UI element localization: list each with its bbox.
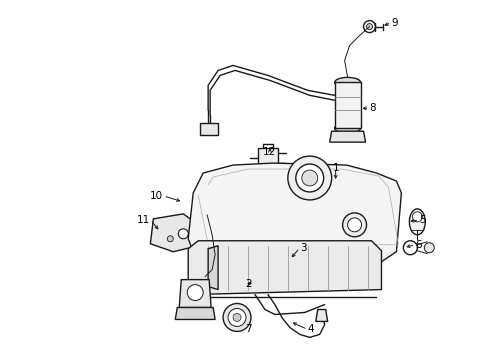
Text: 7: 7 [245,324,251,334]
Text: 2: 2 [245,279,252,289]
Polygon shape [150,214,200,252]
Polygon shape [316,310,328,321]
Text: 12: 12 [263,147,276,157]
Circle shape [364,21,375,32]
Text: 6: 6 [416,240,422,250]
Polygon shape [188,241,382,294]
Circle shape [228,309,246,327]
Text: 5: 5 [419,215,426,225]
Text: 9: 9 [392,18,398,28]
Ellipse shape [413,212,422,222]
Circle shape [347,218,362,232]
Circle shape [302,170,318,186]
Circle shape [167,236,173,242]
Circle shape [403,241,417,255]
Text: 10: 10 [150,191,163,201]
Circle shape [233,314,241,321]
Ellipse shape [335,77,361,87]
Text: 4: 4 [308,324,315,334]
Circle shape [367,24,372,30]
Polygon shape [188,163,401,262]
Ellipse shape [198,199,216,211]
Text: 3: 3 [300,243,306,253]
Circle shape [187,285,203,301]
Ellipse shape [193,195,221,215]
Polygon shape [175,307,215,319]
Circle shape [424,243,434,253]
Polygon shape [330,131,366,142]
Polygon shape [335,82,361,128]
Polygon shape [208,246,218,289]
Circle shape [178,229,188,239]
Text: 8: 8 [369,103,376,113]
Text: 1: 1 [332,163,339,173]
Circle shape [343,213,367,237]
Circle shape [296,164,324,192]
Circle shape [288,156,332,200]
Ellipse shape [335,123,361,133]
Polygon shape [258,148,278,168]
Polygon shape [200,123,218,135]
Text: 11: 11 [137,215,150,225]
Ellipse shape [409,209,425,235]
Circle shape [223,303,251,332]
Polygon shape [179,280,211,307]
